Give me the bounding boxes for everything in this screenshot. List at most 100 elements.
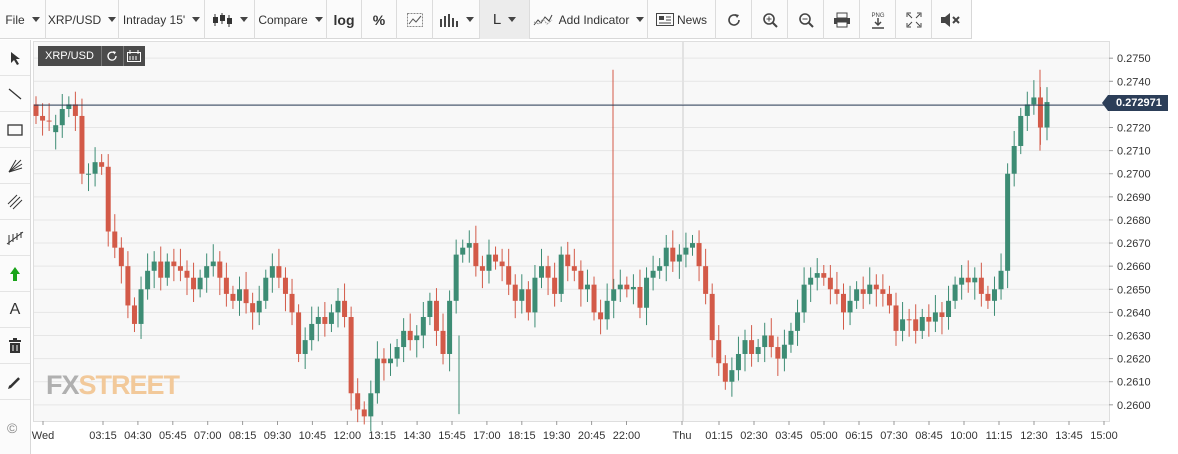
- chevron-down-icon: [240, 17, 248, 22]
- fullscreen-icon: [906, 12, 921, 27]
- candle-body: [624, 284, 630, 290]
- file-menu[interactable]: File: [0, 0, 46, 39]
- refresh-button[interactable]: [716, 0, 752, 39]
- fullscreen-button[interactable]: [896, 0, 932, 39]
- y-tick-label: 0.2640: [1117, 307, 1151, 319]
- candle-body: [552, 277, 558, 294]
- x-tick-label: Thu: [673, 430, 692, 442]
- y-tick-label: 0.2750: [1117, 53, 1151, 65]
- candle-body: [302, 340, 308, 354]
- text-tool[interactable]: A: [0, 292, 30, 328]
- export-png-button[interactable]: PNG: [860, 0, 896, 39]
- zoom-out-icon: [798, 12, 814, 28]
- candle-body: [1018, 115, 1024, 146]
- x-tick-label: 19:30: [543, 430, 571, 442]
- interval-menu[interactable]: Intraday 15': [119, 0, 205, 39]
- rectangle-tool[interactable]: [0, 112, 30, 148]
- candle-body: [237, 289, 243, 301]
- candle-body: [479, 266, 485, 271]
- candle-body: [637, 286, 643, 308]
- y-tick-label: 0.2740: [1117, 76, 1151, 88]
- candle-body: [663, 247, 669, 267]
- candle-body: [939, 312, 945, 318]
- x-tick-label: 15:45: [438, 430, 466, 442]
- y-tick-label: 0.2710: [1117, 146, 1151, 158]
- pencil-icon: [8, 375, 20, 389]
- y-tick-label: 0.2690: [1117, 192, 1151, 204]
- y-tick-label: 0.2620: [1117, 354, 1151, 366]
- reload-symbol-button[interactable]: [100, 46, 123, 66]
- candle-body: [762, 335, 768, 348]
- news-button[interactable]: News: [648, 0, 716, 39]
- candle-body: [952, 284, 958, 301]
- file-menu-label: File: [5, 12, 25, 27]
- marker-tool[interactable]: [0, 256, 30, 292]
- x-tick-label: 07:00: [194, 430, 222, 442]
- pointer-tool[interactable]: [0, 40, 30, 76]
- candle-body: [821, 273, 827, 278]
- candle-body: [972, 277, 978, 283]
- candle-body: [801, 284, 807, 313]
- candle-body: [315, 317, 321, 324]
- volume-menu[interactable]: [433, 0, 480, 39]
- candle-body: [512, 284, 518, 301]
- mute-button[interactable]: [932, 0, 967, 39]
- line-tool[interactable]: [0, 76, 30, 112]
- candle-body: [131, 305, 137, 324]
- fxstreet-logo: FXSTREET: [46, 370, 180, 401]
- candle-body: [1011, 145, 1017, 174]
- candle-body: [394, 347, 400, 359]
- candle-body: [893, 305, 899, 331]
- candle-body: [1044, 102, 1050, 128]
- printer-icon: [833, 12, 850, 27]
- edit-tool[interactable]: [0, 364, 30, 400]
- chevron-down-icon: [192, 17, 201, 22]
- symbol-menu[interactable]: XRP/USD: [46, 0, 119, 39]
- x-tick-label: 10:00: [950, 430, 978, 442]
- text-tool-label: A: [9, 300, 21, 318]
- fibonacci-tool[interactable]: [0, 220, 30, 256]
- candle-body: [197, 277, 203, 290]
- print-button[interactable]: [824, 0, 860, 39]
- add-indicator-menu[interactable]: Add Indicator: [530, 0, 648, 39]
- channel-tool[interactable]: [0, 184, 30, 220]
- zoom-in-button[interactable]: [752, 0, 788, 39]
- candle-body: [46, 120, 52, 122]
- candle-body: [689, 243, 695, 248]
- candle-body: [210, 261, 216, 267]
- symbol-settings-button[interactable]: [122, 46, 145, 66]
- chart-type-menu[interactable]: [205, 0, 255, 39]
- x-tick-label: 01:15: [705, 430, 733, 442]
- candle-body: [355, 393, 361, 410]
- candle-body: [716, 340, 722, 364]
- candle-body: [328, 312, 334, 324]
- candle-body: [289, 293, 295, 313]
- line-mode-menu[interactable]: L: [480, 0, 530, 39]
- candle-body: [191, 277, 197, 290]
- candle-body: [388, 358, 394, 364]
- candle-body: [361, 409, 367, 417]
- compare-menu[interactable]: Compare: [255, 0, 327, 39]
- x-tick-label: 18:15: [508, 430, 536, 442]
- fan-icon: [8, 159, 23, 172]
- delete-tool[interactable]: [0, 328, 30, 364]
- candle-body: [978, 277, 984, 294]
- x-tick-label: 11:15: [986, 430, 1013, 442]
- percent-scale-button[interactable]: %: [362, 0, 397, 39]
- x-tick-label: 02:30: [740, 430, 768, 442]
- candle-body: [499, 261, 505, 267]
- candle-body: [998, 270, 1004, 290]
- log-scale-button[interactable]: log: [327, 0, 362, 39]
- y-tick-label: 0.2600: [1117, 400, 1151, 412]
- candle-body: [644, 277, 650, 308]
- x-tick-label: 15:00: [1090, 430, 1118, 442]
- candle-body: [269, 266, 275, 278]
- fan-tool[interactable]: [0, 148, 30, 184]
- candlestick-icon: [213, 12, 232, 27]
- candle-body: [440, 330, 446, 354]
- candle-body: [427, 300, 433, 318]
- candle-body: [322, 317, 328, 324]
- chart-settings-button[interactable]: [397, 0, 433, 39]
- candle-body: [453, 254, 459, 301]
- zoom-out-button[interactable]: [788, 0, 824, 39]
